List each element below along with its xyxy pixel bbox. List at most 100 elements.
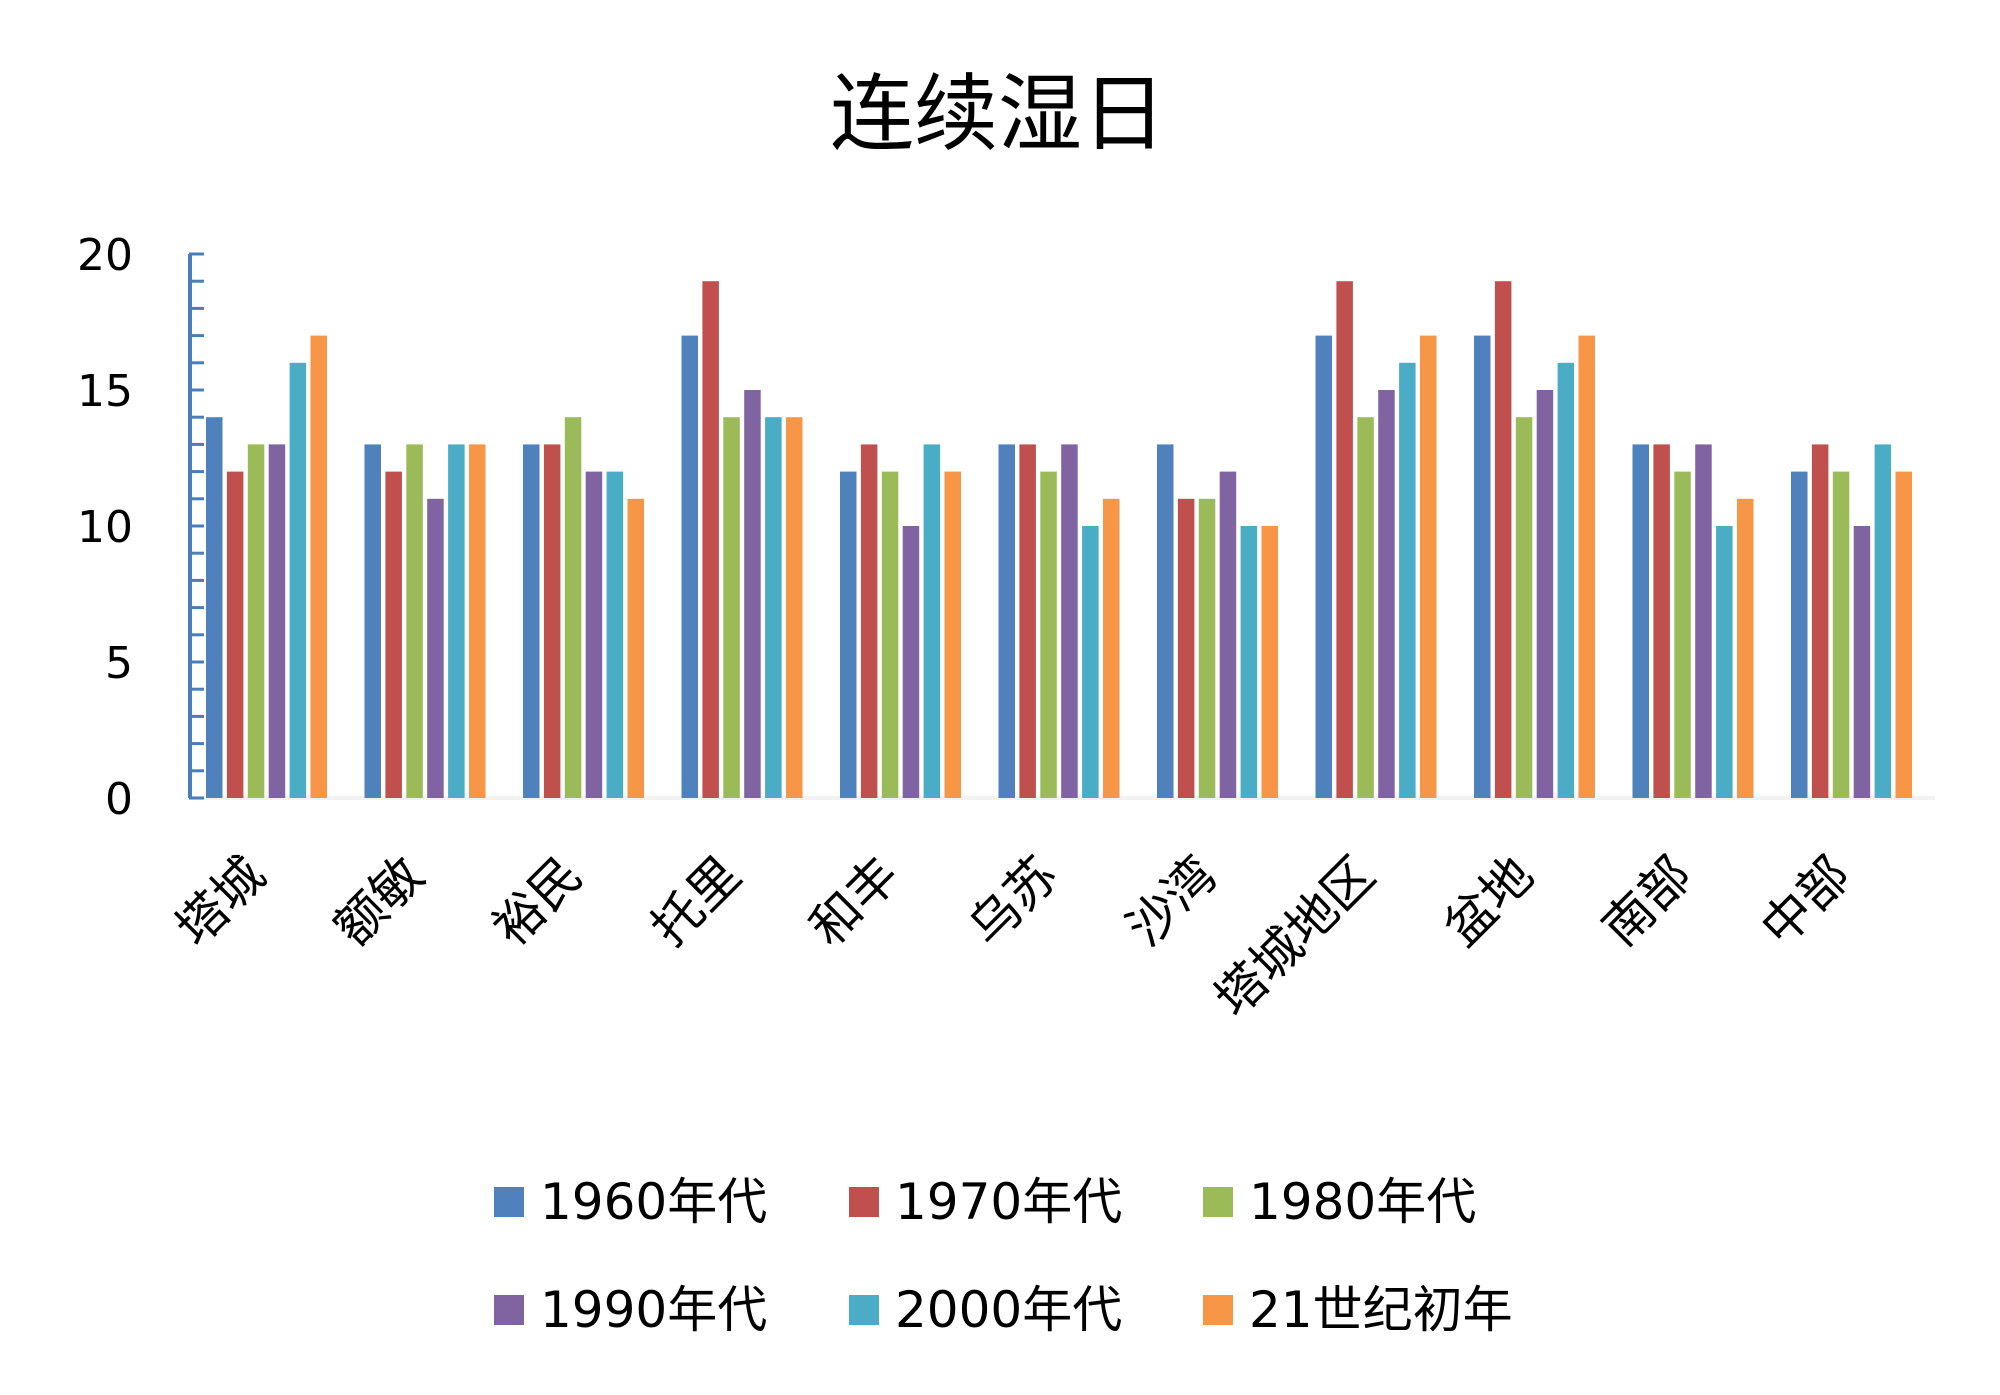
bar-8-5 bbox=[1399, 362, 1416, 798]
bar-3-5 bbox=[606, 471, 624, 798]
bar-4-2 bbox=[702, 281, 719, 798]
bar-10-1 bbox=[1632, 444, 1649, 798]
bar-6-3 bbox=[1040, 471, 1057, 798]
x-tick-label: 盆地 bbox=[1433, 845, 1545, 957]
bar-7-2 bbox=[1177, 498, 1195, 798]
bar-2-5 bbox=[448, 444, 465, 798]
bar-3-2 bbox=[543, 444, 561, 798]
legend-swatch bbox=[494, 1187, 524, 1217]
x-tick-label: 塔城地区 bbox=[1204, 845, 1386, 1027]
y-tick-label: 0 bbox=[105, 774, 133, 825]
legend-label: 21世纪初年 bbox=[1249, 1281, 1513, 1339]
bar-2-2 bbox=[385, 471, 402, 798]
bar-2-6 bbox=[469, 444, 486, 798]
bar-9-4 bbox=[1536, 390, 1554, 798]
bar-11-5 bbox=[1874, 444, 1892, 798]
bar-11-2 bbox=[1811, 444, 1829, 798]
bar-4-5 bbox=[765, 417, 782, 798]
bar-9-2 bbox=[1494, 281, 1512, 798]
bar-8-3 bbox=[1357, 417, 1374, 798]
legend: 1960年代 1970年代 1980年代 1990年代 2000年代 21世纪初年 bbox=[494, 1173, 1513, 1339]
bar-1-1 bbox=[206, 417, 223, 798]
bar-8-6 bbox=[1420, 335, 1437, 798]
x-tick-label: 沙湾 bbox=[1116, 845, 1228, 957]
bar-4-4 bbox=[744, 390, 761, 798]
x-tick-label: 塔城 bbox=[165, 845, 277, 957]
bar-11-4 bbox=[1853, 526, 1871, 798]
bar-10-6 bbox=[1737, 498, 1754, 798]
legend-label: 1980年代 bbox=[1249, 1173, 1476, 1231]
bar-9-3 bbox=[1515, 417, 1533, 798]
bar-11-3 bbox=[1832, 471, 1850, 798]
bar-8-1 bbox=[1315, 335, 1332, 798]
bar-9-5 bbox=[1557, 362, 1575, 798]
legend-item: 21世纪初年 bbox=[1203, 1281, 1513, 1339]
bar-11-1 bbox=[1791, 471, 1808, 798]
bar-8-2 bbox=[1336, 281, 1353, 798]
bar-8-4 bbox=[1378, 390, 1395, 798]
bar-7-3 bbox=[1198, 498, 1216, 798]
bar-1-2 bbox=[226, 471, 244, 798]
bar-6-5 bbox=[1082, 526, 1099, 798]
legend-swatch bbox=[494, 1295, 524, 1325]
bar-10-2 bbox=[1653, 444, 1670, 798]
bar-1-6 bbox=[310, 335, 327, 798]
bar-10-4 bbox=[1695, 444, 1712, 798]
x-tick-label: 托里 bbox=[640, 845, 752, 957]
bar-4-6 bbox=[786, 417, 803, 798]
legend-swatch bbox=[1203, 1187, 1233, 1217]
legend-label: 1970年代 bbox=[895, 1173, 1122, 1231]
x-tick-label: 裕民 bbox=[482, 845, 594, 957]
bar-1-5 bbox=[289, 362, 307, 798]
y-tick-label: 10 bbox=[77, 502, 133, 553]
legend-item: 2000年代 bbox=[849, 1281, 1122, 1339]
bar-5-1 bbox=[840, 471, 857, 798]
bar-5-6 bbox=[944, 471, 961, 798]
bar-5-4 bbox=[902, 526, 920, 798]
bar-2-1 bbox=[364, 444, 381, 798]
bar-4-3 bbox=[723, 417, 740, 798]
bar-6-4 bbox=[1061, 444, 1078, 798]
bar-10-5 bbox=[1716, 526, 1733, 798]
bar-6-6 bbox=[1103, 498, 1120, 798]
bar-4-1 bbox=[681, 335, 698, 798]
bar-2-4 bbox=[427, 498, 444, 798]
x-tick-label: 中部 bbox=[1750, 845, 1862, 957]
bar-6-1 bbox=[998, 444, 1015, 798]
legend-item: 1980年代 bbox=[1203, 1173, 1476, 1231]
legend-item: 1990年代 bbox=[494, 1281, 767, 1339]
legend-swatch bbox=[849, 1187, 879, 1217]
bar-6-2 bbox=[1019, 444, 1036, 798]
bar-7-4 bbox=[1219, 471, 1237, 798]
bar-3-6 bbox=[627, 498, 644, 798]
bar-10-3 bbox=[1674, 471, 1691, 798]
x-tick-label: 乌苏 bbox=[957, 845, 1069, 957]
y-tick-label: 15 bbox=[77, 366, 133, 417]
bar-11-6 bbox=[1895, 471, 1912, 798]
legend-label: 1960年代 bbox=[540, 1173, 767, 1231]
legend-item: 1960年代 bbox=[494, 1173, 767, 1231]
bar-5-3 bbox=[881, 471, 899, 798]
bar-1-4 bbox=[268, 444, 286, 798]
bar-7-6 bbox=[1261, 526, 1278, 798]
x-tick-label: 南部 bbox=[1591, 845, 1703, 957]
bar-5-2 bbox=[860, 444, 878, 798]
x-tick-label: 和丰 bbox=[799, 845, 911, 957]
bar-9-6 bbox=[1578, 335, 1595, 798]
chart-title: 连续湿日 bbox=[830, 65, 1166, 163]
legend-swatch bbox=[1203, 1295, 1233, 1325]
y-tick-label: 20 bbox=[77, 230, 133, 281]
bar-9-1 bbox=[1474, 335, 1491, 798]
y-tick-label: 5 bbox=[105, 638, 133, 689]
bar-5-5 bbox=[923, 444, 941, 798]
legend-swatch bbox=[849, 1295, 879, 1325]
bar-2-3 bbox=[406, 444, 423, 798]
legend-item: 1970年代 bbox=[849, 1173, 1122, 1231]
bar-1-3 bbox=[247, 444, 265, 798]
legend-label: 2000年代 bbox=[895, 1281, 1122, 1339]
bar-3-4 bbox=[585, 471, 603, 798]
bar-3-3 bbox=[564, 417, 582, 798]
bar-7-1 bbox=[1157, 444, 1174, 798]
